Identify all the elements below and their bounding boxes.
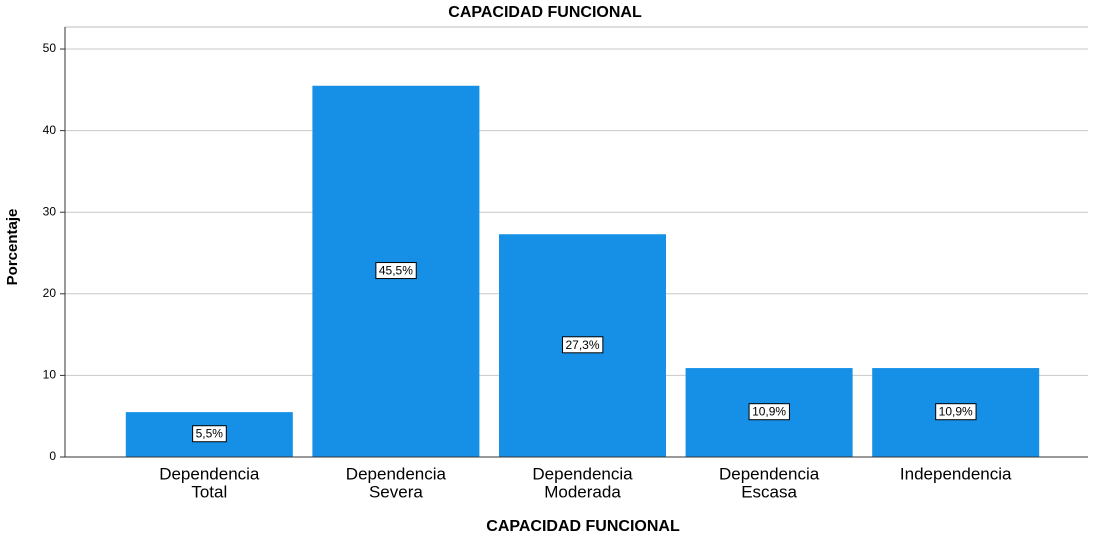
- value-label: 45,5%: [379, 264, 413, 278]
- x-tick-label: Severa: [369, 482, 423, 501]
- x-tick-label: Dependencia: [159, 464, 260, 483]
- y-tick-label: 30: [43, 204, 57, 218]
- value-label-box: [375, 262, 417, 280]
- y-tick-label: 10: [43, 368, 57, 382]
- chart-title: CAPACIDAD FUNCIONAL: [448, 4, 642, 21]
- x-axis-title: CAPACIDAD FUNCIONAL: [486, 518, 680, 535]
- value-label: 10,9%: [939, 405, 973, 419]
- value-label-box: [748, 403, 790, 421]
- value-label-box: [561, 336, 604, 354]
- y-tick-label: 0: [49, 449, 56, 463]
- value-label-box: [935, 403, 977, 421]
- x-tick-label: Dependencia: [346, 464, 447, 483]
- x-tick-label: Total: [191, 482, 227, 501]
- x-tick-label: Dependencia: [719, 464, 820, 483]
- value-label: 27,3%: [565, 338, 599, 352]
- value-label: 10,9%: [752, 405, 786, 419]
- y-tick-label: 50: [43, 41, 57, 55]
- y-tick-label: 40: [43, 123, 57, 137]
- x-tick-label: Escasa: [741, 482, 797, 501]
- x-tick-label: Moderada: [544, 482, 621, 501]
- x-tick-label: Dependencia: [532, 464, 633, 483]
- y-tick-label: 20: [43, 286, 57, 300]
- y-axis-title: Porcentaje: [4, 209, 21, 286]
- value-label: 5,5%: [196, 427, 224, 441]
- value-label-box: [192, 425, 227, 443]
- x-tick-label: Independencia: [900, 464, 1012, 483]
